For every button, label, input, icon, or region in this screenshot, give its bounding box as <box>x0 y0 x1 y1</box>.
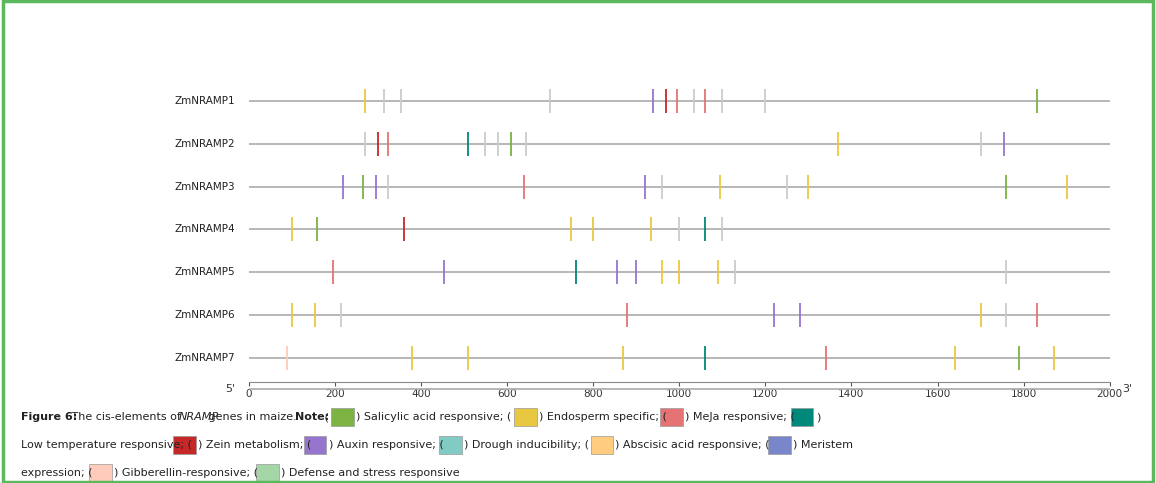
Text: 3': 3' <box>1122 384 1133 394</box>
Text: 5': 5' <box>225 384 236 394</box>
Bar <box>89 464 112 482</box>
Text: ) Drough inducibility; (: ) Drough inducibility; ( <box>465 440 590 450</box>
Text: expression; (: expression; ( <box>21 468 92 478</box>
Text: ZmNRAMP3: ZmNRAMP3 <box>175 182 236 192</box>
Text: ) Meristem: ) Meristem <box>793 440 853 450</box>
Text: ZmNRAMP2: ZmNRAMP2 <box>175 139 236 149</box>
Text: ) Defense and stress responsive: ) Defense and stress responsive <box>281 468 460 478</box>
Bar <box>591 436 613 454</box>
Bar <box>439 436 462 454</box>
Text: ) Auxin responsive; (: ) Auxin responsive; ( <box>328 440 444 450</box>
Text: NRAMP: NRAMP <box>179 412 218 422</box>
Text: (: ( <box>321 412 328 422</box>
Text: ) Gibberellin-responsive; (: ) Gibberellin-responsive; ( <box>114 468 258 478</box>
Bar <box>791 408 814 426</box>
Text: ZmNRAMP4: ZmNRAMP4 <box>175 225 236 234</box>
Text: Note:: Note: <box>295 412 328 422</box>
Text: The cis-elements of: The cis-elements of <box>68 412 185 422</box>
Text: Low temperature responsive; (: Low temperature responsive; ( <box>21 440 192 450</box>
Bar <box>660 408 683 426</box>
Bar <box>304 436 326 454</box>
Text: ZmNRAMP5: ZmNRAMP5 <box>175 267 236 277</box>
Bar <box>257 464 279 482</box>
Text: ZmNRAMP6: ZmNRAMP6 <box>175 310 236 320</box>
Text: Figure 6:: Figure 6: <box>21 412 76 422</box>
Bar <box>769 436 791 454</box>
Text: ) Salicylic acid responsive; (: ) Salicylic acid responsive; ( <box>356 412 512 422</box>
Bar <box>514 408 538 426</box>
Text: ZmNRAMP7: ZmNRAMP7 <box>175 353 236 363</box>
Bar <box>173 436 197 454</box>
Text: genes in maize.: genes in maize. <box>205 412 301 422</box>
Text: ) Endosperm specific; (: ) Endosperm specific; ( <box>540 412 667 422</box>
Text: ): ) <box>816 412 820 422</box>
Text: ) Zein metabolism; (: ) Zein metabolism; ( <box>199 440 312 450</box>
Text: ) MeJa responsive; (: ) MeJa responsive; ( <box>686 412 795 422</box>
Bar <box>332 408 354 426</box>
Text: ZmNRAMP1: ZmNRAMP1 <box>175 96 236 106</box>
Text: ) Abscisic acid responsive; (: ) Abscisic acid responsive; ( <box>615 440 770 450</box>
